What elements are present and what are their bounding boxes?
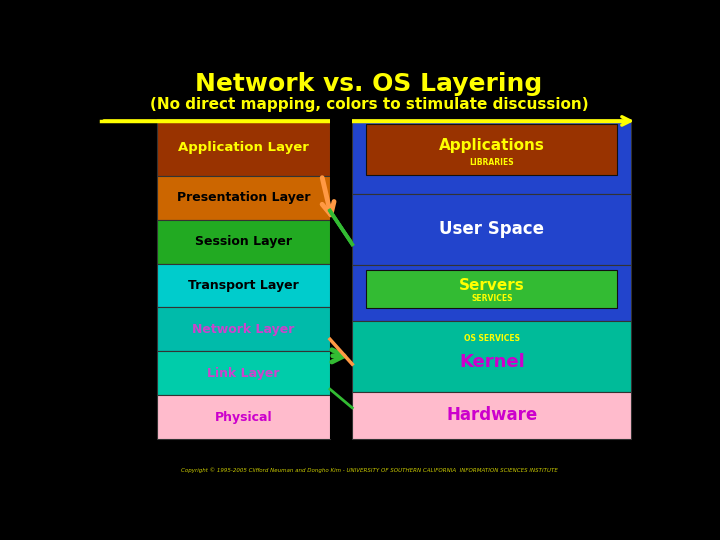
Bar (157, 307, 330, 352)
Bar (352, 119, 631, 194)
Text: Link Layer: Link Layer (207, 367, 279, 380)
Bar (352, 321, 631, 392)
Text: Servers: Servers (459, 279, 525, 293)
Text: Kernel: Kernel (459, 353, 525, 372)
Text: User Space: User Space (439, 220, 544, 239)
Bar (352, 194, 631, 265)
Text: Network Layer: Network Layer (192, 323, 294, 336)
Text: Application Layer: Application Layer (178, 141, 309, 154)
Bar (157, 395, 330, 439)
Text: OS SERVICES: OS SERVICES (464, 334, 520, 343)
Text: LIBRARIES: LIBRARIES (469, 158, 514, 167)
Text: (No direct mapping, colors to stimulate discussion): (No direct mapping, colors to stimulate … (150, 97, 588, 112)
Text: Copyright © 1995-2005 Clifford Neuman and Dongho Kim - UNIVERSITY OF SOUTHERN CA: Copyright © 1995-2005 Clifford Neuman an… (181, 468, 557, 473)
Bar (157, 220, 330, 264)
Text: Presentation Layer: Presentation Layer (176, 191, 310, 204)
Text: Session Layer: Session Layer (195, 235, 292, 248)
Bar (352, 392, 631, 439)
Bar (366, 270, 617, 308)
Text: Hardware: Hardware (446, 407, 537, 424)
Text: Transport Layer: Transport Layer (188, 279, 299, 292)
Text: SERVICES: SERVICES (471, 294, 513, 303)
Bar (366, 124, 617, 175)
Bar (157, 176, 330, 220)
Text: Network vs. OS Layering: Network vs. OS Layering (195, 71, 543, 96)
Bar (330, 119, 352, 439)
Bar (157, 264, 330, 307)
Bar (352, 265, 631, 321)
Bar (157, 119, 330, 176)
Bar (157, 352, 330, 395)
Text: Applications: Applications (438, 138, 545, 153)
Text: Physical: Physical (215, 410, 272, 423)
